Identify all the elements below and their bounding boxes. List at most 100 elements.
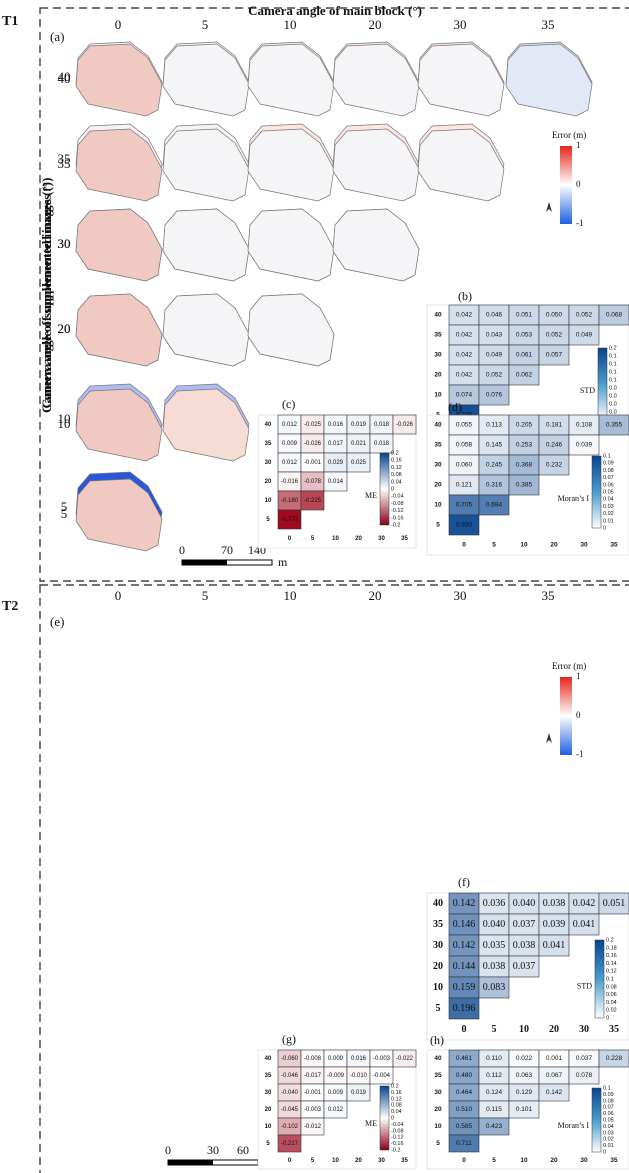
table-row-label: 40 xyxy=(434,422,442,429)
table-column-label: 30 xyxy=(579,1024,589,1035)
metric-colorbar-tick: 0.0 xyxy=(609,401,617,407)
table-value: 0.037 xyxy=(513,961,536,972)
metric-colorbar-tick: 0.01 xyxy=(603,1143,614,1149)
error-map xyxy=(505,43,593,117)
metric-colorbar-tick: 0.04 xyxy=(391,479,402,485)
metric-colorbar-tick: -0.04 xyxy=(391,494,404,500)
table-value: 0.124 xyxy=(486,1089,503,1096)
table-value: 0.078 xyxy=(576,1072,593,1079)
metric-colorbar-tick: 0.02 xyxy=(606,1008,617,1014)
table-cell xyxy=(568,1066,600,1085)
table-column-label: 35 xyxy=(610,1157,618,1164)
table-cell xyxy=(277,1134,302,1153)
table-value: 0.042 xyxy=(573,898,596,909)
table-cell xyxy=(478,384,510,406)
metric-colorbar-tick: 0.14 xyxy=(606,961,617,967)
table-value: 0.246 xyxy=(546,442,563,449)
column-label: 5 xyxy=(202,588,209,603)
table-cell xyxy=(508,364,540,386)
table-row-label: 35 xyxy=(265,1073,272,1079)
table-value: 0.057 xyxy=(546,352,563,359)
table-value: 0.001 xyxy=(546,1055,563,1062)
table-value: 0.060 xyxy=(456,462,473,469)
table-cell xyxy=(508,955,540,978)
metric-colorbar-tick: 0.08 xyxy=(603,1098,614,1104)
error-map xyxy=(417,128,505,202)
metric-colorbar xyxy=(597,347,608,421)
table-column-label: 10 xyxy=(332,536,339,542)
table-value: 0.181 xyxy=(546,422,563,429)
table-value: 0.101 xyxy=(516,1106,533,1113)
table-value: 0.145 xyxy=(486,442,503,449)
metric-colorbar-tick: 0.06 xyxy=(603,1111,614,1117)
table-value: 0.385 xyxy=(516,482,533,489)
table-cell xyxy=(508,1100,540,1119)
table-column-label: 5 xyxy=(492,1024,497,1035)
column-label: 30 xyxy=(454,17,467,32)
table-value: 0.037 xyxy=(513,919,536,930)
table-value: 0.121 xyxy=(456,482,473,489)
table-row-label: 20 xyxy=(434,1106,442,1113)
metric-colorbar-tick: -0.04 xyxy=(391,1122,404,1128)
table-value: -0.045 xyxy=(281,1107,299,1113)
table-value: 0.009 xyxy=(282,441,298,447)
table-cell xyxy=(568,913,600,936)
table-value: 0.018 xyxy=(374,441,390,447)
table-value: 0.052 xyxy=(576,312,593,319)
metric-colorbar xyxy=(591,1087,602,1153)
table-value: 0.068 xyxy=(606,312,623,319)
scale-tick: 30 xyxy=(207,1143,219,1157)
table-value: 0.061 xyxy=(516,352,533,359)
metric-colorbar-tick: 0 xyxy=(391,486,394,492)
table-column-label: 35 xyxy=(610,542,618,549)
table-value: 0.113 xyxy=(486,422,502,429)
column-label: 35 xyxy=(542,17,555,32)
table-value: -0.003 xyxy=(373,1056,391,1062)
scale-tick: 0 xyxy=(179,543,185,557)
error-map xyxy=(75,478,163,552)
table-value: -0.010 xyxy=(350,1073,368,1079)
metric-colorbar-tick: -0.2 xyxy=(391,522,400,528)
y-axis-title: Camera angle of supplemented images (°) xyxy=(39,178,54,409)
table-cell xyxy=(369,1066,394,1085)
error-map xyxy=(75,43,163,117)
table-value: 0.144 xyxy=(453,961,476,972)
metric-colorbar xyxy=(379,1085,390,1151)
table-column-label: 30 xyxy=(580,542,588,549)
table-value: 0.423 xyxy=(486,1123,503,1130)
table-value: 0.042 xyxy=(456,352,473,359)
table-cell xyxy=(478,976,510,999)
table-column-label: 30 xyxy=(580,1157,588,1164)
error-map xyxy=(162,128,250,202)
table-column-label: 5 xyxy=(492,1157,496,1164)
table-column-label: 30 xyxy=(378,1158,385,1164)
metric-colorbar-tick: 0.09 xyxy=(603,461,614,467)
error-map xyxy=(332,43,420,117)
table-value: 0.050 xyxy=(546,312,563,319)
metric-colorbar xyxy=(379,452,390,526)
metric-label: Moran’s I xyxy=(558,494,590,503)
metric-colorbar-tick: 0.06 xyxy=(603,482,614,488)
table-value: -0.078 xyxy=(304,479,322,485)
metric-colorbar-tick: 0.2 xyxy=(391,450,399,456)
table-cell xyxy=(538,1083,570,1102)
table-cell xyxy=(346,1083,371,1102)
table-value: 0.012 xyxy=(282,460,298,466)
table-value: -0.046 xyxy=(281,1073,299,1079)
table-cell xyxy=(598,1049,629,1068)
row-label: 35 xyxy=(58,156,71,171)
table-value: 0.039 xyxy=(576,442,593,449)
table-value: -0.016 xyxy=(281,479,299,485)
table-value: 0.694 xyxy=(486,502,503,509)
panel-label: (g) xyxy=(282,1032,296,1046)
row-label: 20 xyxy=(58,321,71,336)
table-value: -0.001 xyxy=(304,460,322,466)
table-value: 0.009 xyxy=(328,1056,344,1062)
table-column-label: 5 xyxy=(311,1158,315,1164)
metric-colorbar-tick: 0 xyxy=(606,1015,609,1021)
x-axis-title: Camera angle of main block (°) xyxy=(248,3,422,18)
error-map xyxy=(75,388,163,462)
table-cell xyxy=(538,344,570,366)
table-row-label: 30 xyxy=(434,462,442,469)
table-row-label: 40 xyxy=(434,312,442,319)
